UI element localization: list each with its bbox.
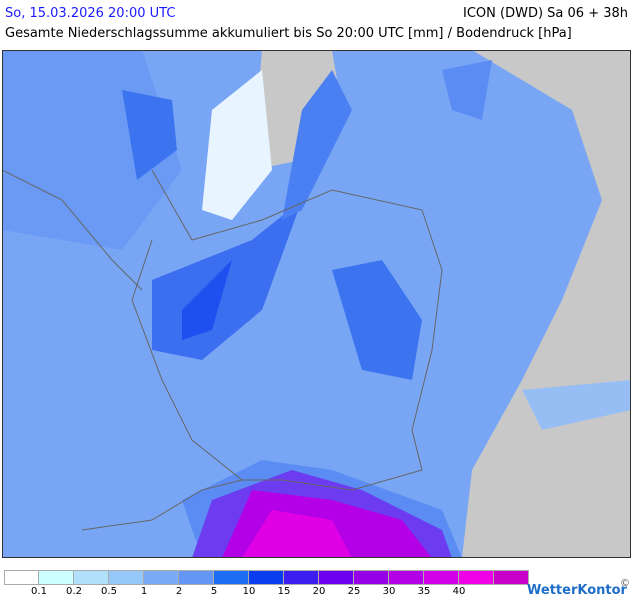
legend bbox=[4, 570, 529, 585]
copyright: © bbox=[620, 578, 630, 589]
model-run: ICON (DWD) Sa 06 + 38h bbox=[463, 6, 628, 21]
legend-label: 35 bbox=[417, 586, 431, 597]
legend-label: 0.5 bbox=[101, 586, 117, 597]
legend-swatch bbox=[109, 570, 144, 585]
legend-swatch bbox=[144, 570, 179, 585]
legend-label: 30 bbox=[382, 586, 396, 597]
legend-swatch bbox=[389, 570, 424, 585]
legend-swatch bbox=[249, 570, 284, 585]
legend-swatch bbox=[4, 570, 39, 585]
legend-label: 5 bbox=[210, 586, 218, 597]
legend-swatch bbox=[284, 570, 319, 585]
legend-swatch bbox=[39, 570, 74, 585]
valid-time: So, 15.03.2026 20:00 UTC bbox=[5, 6, 176, 21]
legend-labels: 0.1 0.2 0.5 1 2 5 10 15 20 25 30 35 40 bbox=[4, 586, 504, 598]
legend-swatch bbox=[354, 570, 389, 585]
logo: WetterKontor bbox=[527, 583, 627, 598]
legend-swatch bbox=[459, 570, 494, 585]
legend-swatch bbox=[494, 570, 529, 585]
legend-label: 0.1 bbox=[31, 586, 47, 597]
subtitle: Gesamte Niederschlagssumme akkumuliert b… bbox=[5, 26, 572, 41]
legend-swatch bbox=[424, 570, 459, 585]
legend-swatch bbox=[319, 570, 354, 585]
legend-swatch bbox=[214, 570, 249, 585]
legend-swatch bbox=[74, 570, 109, 585]
precipitation-map bbox=[2, 50, 631, 558]
legend-label: 20 bbox=[312, 586, 326, 597]
legend-label: 25 bbox=[347, 586, 361, 597]
legend-label: 15 bbox=[277, 586, 291, 597]
legend-label: 40 bbox=[452, 586, 466, 597]
legend-swatch bbox=[179, 570, 214, 585]
legend-label: 10 bbox=[242, 586, 256, 597]
legend-label: 1 bbox=[140, 586, 148, 597]
legend-label: 2 bbox=[175, 586, 183, 597]
legend-label: 0.2 bbox=[66, 586, 82, 597]
